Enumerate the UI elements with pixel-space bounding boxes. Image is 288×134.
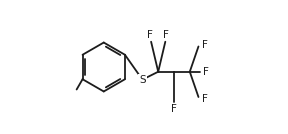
- Text: F: F: [171, 104, 177, 114]
- Text: F: F: [163, 30, 169, 40]
- Text: F: F: [203, 67, 209, 77]
- Text: F: F: [202, 94, 208, 104]
- Text: F: F: [202, 40, 208, 50]
- Text: F: F: [147, 30, 153, 40]
- Text: S: S: [139, 75, 146, 85]
